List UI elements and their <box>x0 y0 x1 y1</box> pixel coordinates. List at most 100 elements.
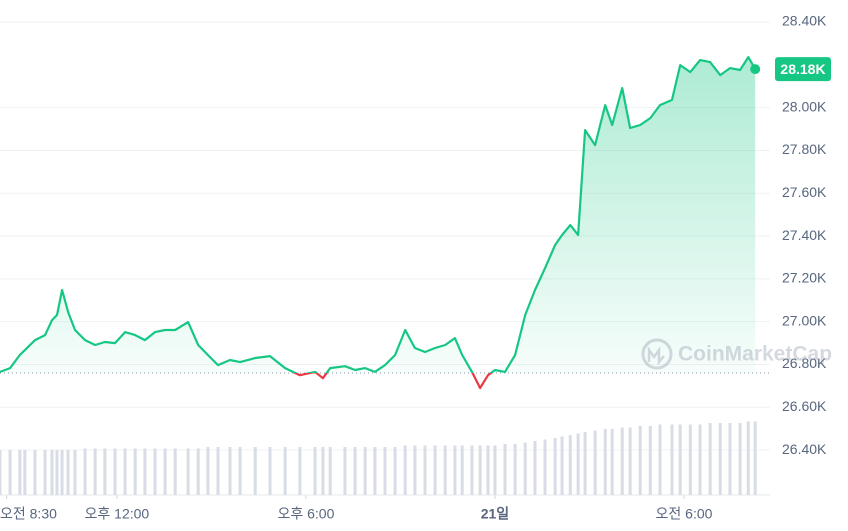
volume-bar <box>583 432 587 495</box>
x-tick-label: 오후 6:00 <box>277 506 334 522</box>
volume-bar <box>163 448 167 495</box>
x-tick-label: 오후 12:00 <box>85 506 150 522</box>
volume-bar <box>688 424 692 495</box>
volume-bar <box>678 424 682 495</box>
volume-bar <box>123 448 127 495</box>
volume-bar <box>383 447 387 495</box>
volume-bar <box>453 445 457 495</box>
volume-bar <box>746 421 750 495</box>
y-tick-label: 26.80K <box>782 355 827 371</box>
volume-bar <box>113 448 117 495</box>
volume-bar <box>216 447 220 495</box>
volume-bar <box>478 445 482 495</box>
volume-bar <box>620 427 624 495</box>
volume-bar <box>18 450 22 495</box>
volume-bar <box>470 445 474 495</box>
volume-bar <box>206 447 210 495</box>
volume-bar <box>648 426 652 495</box>
volume-bar <box>753 421 757 495</box>
x-tick-label: 오전 6:00 <box>656 506 713 522</box>
volume-bar <box>153 448 157 495</box>
volume-bar <box>543 439 547 495</box>
volume-bar <box>83 448 87 495</box>
y-tick-label: 28.40K <box>782 13 827 29</box>
volume-bar <box>728 423 732 495</box>
volume-bar <box>393 447 397 495</box>
volume-bar <box>638 426 642 495</box>
volume-bar <box>55 450 59 495</box>
volume-bar <box>196 448 200 495</box>
volume-bar <box>523 442 527 495</box>
volume-bar <box>313 447 317 495</box>
y-tick-label: 26.40K <box>782 441 827 457</box>
volume-bar <box>33 450 37 495</box>
price-area <box>0 57 756 374</box>
volume-bar <box>43 450 47 495</box>
volume-bar <box>603 429 607 495</box>
last-badge <box>775 57 831 82</box>
volume-bar <box>8 450 12 495</box>
volume-bar <box>403 445 407 495</box>
volume-bar <box>143 448 147 495</box>
volume-bar <box>298 447 302 495</box>
last-label: 28.18K <box>780 61 825 77</box>
volume-bar <box>23 450 27 495</box>
watermark-text: CoinMarketCap <box>678 343 832 366</box>
volume-bar <box>433 445 437 495</box>
volume-bar <box>283 447 287 495</box>
volume-bar <box>708 423 712 495</box>
volume-bar <box>328 447 332 495</box>
y-tick-label: 27.20K <box>782 270 827 286</box>
volume-bar <box>628 427 632 495</box>
volume-bar <box>513 444 517 495</box>
volume-bar <box>0 450 2 495</box>
volume-bar <box>93 448 97 495</box>
y-tick-label: 27.00K <box>782 312 827 328</box>
y-tick-label: 27.60K <box>782 184 827 200</box>
volume-bar <box>268 447 272 495</box>
volume-bar <box>50 450 54 495</box>
volume-bar <box>670 424 674 495</box>
volume-bar <box>103 448 107 495</box>
volume-bar <box>228 447 232 495</box>
volume-bar <box>363 447 367 495</box>
volume-bar <box>413 445 417 495</box>
volume-bar <box>133 448 137 495</box>
volume-bar <box>343 447 347 495</box>
volume-bar <box>610 429 614 495</box>
volume-bar <box>353 447 357 495</box>
volume-bar <box>73 450 77 495</box>
volume-bar <box>443 445 447 495</box>
volume-bar <box>698 424 702 495</box>
volume-bar <box>66 450 70 495</box>
volume-bar <box>503 444 507 495</box>
volume-bar <box>423 445 427 495</box>
volume-bar <box>658 424 662 495</box>
watermark: CoinMarketCap <box>641 338 832 370</box>
volume-bar <box>738 423 742 495</box>
volume-bar <box>373 447 377 495</box>
volume-bar <box>593 430 597 495</box>
volume-bar <box>576 433 580 495</box>
volume-bar <box>553 438 557 495</box>
volume-bar <box>486 445 490 495</box>
x-tick-label: 21일 <box>481 506 509 522</box>
volume-bar <box>173 448 177 495</box>
y-tick-label: 27.80K <box>782 141 827 157</box>
y-tick-label: 26.60K <box>782 398 827 414</box>
x-tick-label: 오전 8:30 <box>0 506 57 522</box>
volume-bar <box>493 445 497 495</box>
y-tick-label: 28.00K <box>782 98 827 114</box>
volume-bar <box>533 441 537 495</box>
volume-bar <box>560 436 564 495</box>
volume-bar <box>460 445 464 495</box>
volume-bar <box>60 450 64 495</box>
volume-bar <box>321 447 325 495</box>
last-point <box>750 64 761 75</box>
price-line <box>0 56 757 374</box>
y-tick-label: 27.40K <box>782 227 827 243</box>
volume-bar <box>568 435 572 495</box>
volume-bar <box>718 423 722 495</box>
volume-bar <box>253 447 257 495</box>
